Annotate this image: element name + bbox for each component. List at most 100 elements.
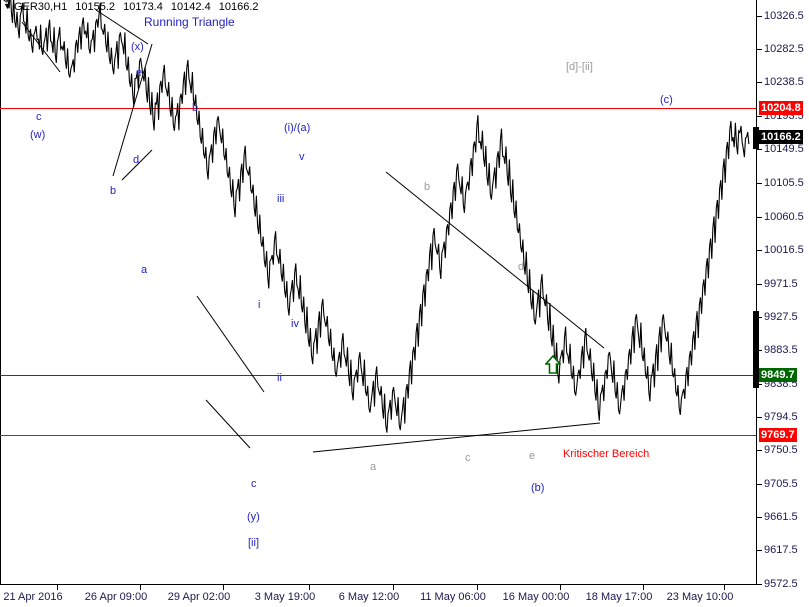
- level-line-resistance: [0, 107, 756, 109]
- wave-label: (i)/(a): [284, 122, 311, 134]
- price-tag-critical-level: 9769.7: [759, 428, 797, 443]
- price-tick-label: 9705.5: [764, 477, 798, 490]
- trendline-e: [196, 295, 265, 393]
- plot-left-border: [0, 0, 1, 584]
- time-tick: [223, 585, 224, 590]
- time-axis[interactable]: 21 Apr 2016 26 Apr 09:00 29 Apr 02:00 3 May…: [0, 585, 757, 607]
- chevron-down-icon[interactable]: ▼: [3, 1, 12, 11]
- wave-label: c: [465, 452, 471, 464]
- time-tick-label: 21 Apr 2016: [3, 591, 63, 603]
- price-tick-label: 10326.5: [764, 10, 804, 23]
- wave-label: e: [136, 67, 143, 79]
- wave-label: d: [518, 261, 525, 273]
- wave-label: b: [110, 185, 117, 197]
- ohlc-high: 10173.4: [123, 1, 163, 13]
- ohlc-header: GER30,H1 10155.2 10173.4 10142.4 10166.2: [14, 1, 264, 13]
- wave-label: [d]-[ii]: [566, 61, 593, 73]
- time-tick-label: 23 May 10:00: [666, 591, 734, 603]
- time-tick-label: 16 May 00:00: [502, 591, 570, 603]
- wave-label: (y): [247, 511, 260, 523]
- price-tick: [757, 16, 762, 18]
- price-tick: [757, 449, 762, 451]
- wave-label: b: [192, 102, 199, 114]
- price-tick-label: 9971.5: [764, 277, 798, 290]
- ohlc-open: 10155.2: [75, 1, 116, 13]
- trendline-descending: [385, 171, 605, 349]
- level-line-critical: [0, 435, 756, 437]
- price-tag-resistance-level: 10204.8: [759, 100, 803, 115]
- price-tick: [757, 49, 762, 51]
- trendline-c: [112, 43, 153, 177]
- wave-label: a: [370, 461, 377, 473]
- price-axis-scroll-upper[interactable]: [753, 126, 759, 150]
- price-tick: [757, 516, 762, 518]
- price-axis-scroll-lower[interactable]: [753, 311, 759, 388]
- wave-label: c: [251, 478, 257, 490]
- price-chart-plot[interactable]: Running Triangle (x) e b c (w) d b a (i)/(a) v iii i…: [0, 0, 757, 585]
- wave-label: Kritischer Bereich: [563, 448, 650, 460]
- price-tick: [757, 216, 762, 218]
- wave-label: d: [133, 154, 140, 166]
- price-tick: [757, 182, 762, 184]
- price-tick: [757, 383, 762, 385]
- buy-arrow-icon[interactable]: [544, 354, 562, 380]
- price-tick: [757, 116, 762, 118]
- wave-label: b: [424, 181, 431, 193]
- wave-label: c: [36, 111, 42, 123]
- price-tick-label: 9617.5: [764, 544, 798, 557]
- wave-label: a: [141, 264, 148, 276]
- price-axis[interactable]: 10326.5 10282.5 10238.5 10193.5 10149.5 10105…: [753, 0, 809, 590]
- price-tick-label: 10238.5: [764, 76, 804, 89]
- trendlines-overlay: [21, 9, 605, 453]
- time-tick: [724, 585, 725, 590]
- wave-label: Running Triangle: [144, 15, 235, 29]
- price-tick: [757, 82, 762, 84]
- trendline-f: [205, 399, 251, 449]
- price-tick-label: 10060.5: [764, 210, 804, 223]
- price-tick-label: 9927.5: [764, 310, 798, 323]
- price-tick-label: 9572.5: [764, 578, 798, 590]
- time-tick: [643, 585, 644, 590]
- symbol-timeframe: GER30,H1: [14, 1, 68, 13]
- time-tick: [393, 585, 394, 590]
- price-tag-support-level: 9849.7: [759, 368, 797, 383]
- price-tick: [757, 483, 762, 485]
- time-tick: [560, 585, 561, 590]
- wave-label: (b): [531, 482, 545, 494]
- price-tick-label: 9750.5: [764, 443, 798, 456]
- price-tag-last-price: 10166.2: [759, 129, 803, 144]
- time-tick-label: 29 Apr 02:00: [167, 591, 231, 603]
- crosshair-icon[interactable]: ⌖: [3, 0, 10, 7]
- wave-label: e: [529, 450, 536, 462]
- time-tick-label: 6 May 12:00: [338, 591, 400, 603]
- trendline-ascending: [312, 422, 601, 453]
- price-tick: [757, 249, 762, 251]
- time-tick-label: 26 Apr 09:00: [84, 591, 148, 603]
- trendline-d: [121, 149, 153, 181]
- wave-label: (c): [660, 94, 673, 106]
- wave-label: [ii]: [248, 537, 259, 549]
- price-tick-label: 9794.5: [764, 410, 798, 423]
- wave-label: i: [258, 299, 261, 311]
- price-tick-label: 9883.5: [764, 343, 798, 356]
- time-tick-label: 11 May 06:00: [420, 591, 486, 603]
- wave-label: iv: [291, 318, 299, 330]
- time-tick: [477, 585, 478, 590]
- price-tick: [757, 550, 762, 552]
- time-tick-label: 3 May 19:00: [254, 591, 316, 603]
- wave-label: (w): [30, 129, 46, 141]
- wave-label: iii: [277, 193, 285, 205]
- price-tick-label: 10105.5: [764, 176, 804, 189]
- ohlc-close: 10166.2: [218, 1, 259, 13]
- level-line-support: [0, 375, 756, 377]
- price-tick-label: 10016.5: [764, 243, 804, 256]
- price-bars: [7, 0, 750, 433]
- price-tick: [757, 283, 762, 285]
- trendline-b: [95, 9, 149, 45]
- wave-label: (x): [131, 41, 144, 53]
- price-tick: [757, 416, 762, 418]
- price-tick-label: 10149.5: [764, 143, 804, 156]
- time-tick: [140, 585, 141, 590]
- price-tick: [757, 316, 762, 318]
